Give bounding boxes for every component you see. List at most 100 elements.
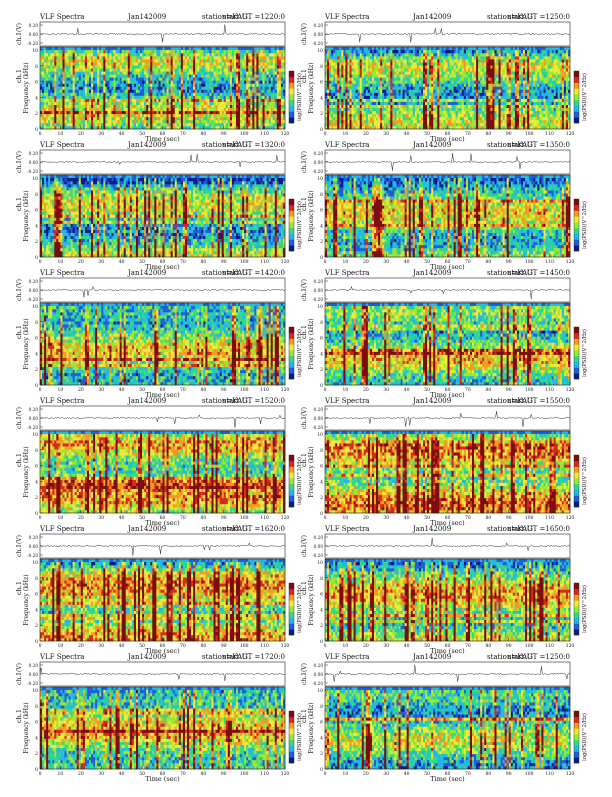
spectrogram-cell — [413, 111, 415, 114]
spectrogram-cell — [124, 102, 126, 105]
spectrogram-cell — [42, 74, 44, 77]
spectrogram-cell — [130, 96, 132, 99]
spectrogram-cell — [62, 105, 64, 108]
spectrogram-cell — [443, 108, 445, 111]
spectrogram-cell — [122, 93, 124, 96]
spectrogram-cell — [441, 86, 443, 89]
spectrogram-cell — [271, 77, 273, 80]
spectrogram-cell — [437, 59, 439, 62]
spectrogram-cell — [111, 50, 113, 53]
spectrogram-cell — [392, 96, 394, 99]
spectrogram-cell — [173, 96, 175, 99]
spectrogram-cell — [148, 50, 150, 53]
spectrogram-cell — [370, 56, 372, 59]
spectrogram-cell — [101, 65, 103, 68]
spectrogram-cell — [441, 68, 443, 71]
spectrogram-cell — [46, 83, 48, 86]
spectrogram-cell — [50, 83, 52, 86]
spectrogram-cell — [209, 74, 211, 77]
spectrogram-cell — [273, 105, 275, 108]
spectrogram-cell — [394, 90, 396, 93]
spectrogram-cell — [62, 96, 64, 99]
spectrogram-cell — [220, 99, 222, 102]
spectrogram-cell — [407, 65, 409, 68]
spectrogram-cell — [105, 74, 107, 77]
spectrogram-cell — [114, 102, 116, 105]
spectrogram-cell — [203, 117, 205, 120]
spectrogram-cell — [417, 114, 419, 117]
spectrogram-cell — [140, 74, 142, 77]
spectrogram-cell — [429, 105, 431, 108]
spectrogram-cell — [228, 114, 230, 117]
spectrogram-cell — [175, 83, 177, 86]
spectrogram-cell — [71, 80, 73, 83]
spectrogram-cell — [415, 108, 417, 111]
spectrogram-cell — [339, 56, 341, 59]
spectrogram-cell — [246, 99, 248, 102]
spectrogram-cell — [46, 93, 48, 96]
spectrogram-cell — [209, 65, 211, 68]
spectrogram-cell — [350, 99, 352, 102]
spectrogram-cell — [146, 56, 148, 59]
spectrogram-cell — [331, 93, 333, 96]
spectrogram-cell — [267, 62, 269, 65]
spectrogram-cell — [356, 86, 358, 89]
spectrogram-cell — [124, 114, 126, 117]
spectrogram-cell — [207, 59, 209, 62]
spectrogram-cell — [183, 114, 185, 117]
spectrogram-cell — [167, 86, 169, 89]
spectrogram-cell — [65, 96, 67, 99]
spectrogram-cell — [337, 71, 339, 74]
spectrogram-cell — [392, 74, 394, 77]
spectrogram-cell — [240, 90, 242, 93]
spectrogram-cell — [335, 50, 337, 53]
spectrogram-cell — [120, 74, 122, 77]
spectrogram-cell — [101, 117, 103, 120]
spectrogram-cell — [265, 68, 267, 71]
spectrogram-cell — [160, 80, 162, 83]
spectrogram-cell — [246, 108, 248, 111]
spectrogram-noise-cell — [254, 47, 256, 50]
spectrogram-cell — [396, 111, 398, 114]
spectrogram-cell — [83, 96, 85, 99]
spectrogram-cell — [345, 62, 347, 65]
spectrogram-cell — [220, 83, 222, 86]
spectrogram-cell — [189, 77, 191, 80]
spectrogram-cell — [171, 93, 173, 96]
spectrogram-cell — [197, 120, 199, 123]
spectrogram-cell — [388, 74, 390, 77]
spectrogram-cell — [195, 56, 197, 59]
spectrogram-cell — [73, 80, 75, 83]
spectrogram-cell — [212, 117, 214, 120]
spectrogram-cell — [77, 105, 79, 108]
spectrogram-cell — [423, 62, 425, 65]
spectrogram-cell — [220, 80, 222, 83]
spectrogram-cell — [423, 56, 425, 59]
spectrogram-cell — [279, 102, 281, 105]
spectrogram-cell — [411, 74, 413, 77]
spectrogram-cell — [150, 56, 152, 59]
spectrogram-cell — [146, 93, 148, 96]
spectrogram-cell — [212, 102, 214, 105]
spectrogram-noise-cell — [265, 47, 267, 50]
spectrogram-cell — [222, 65, 224, 68]
spectrogram-cell — [234, 90, 236, 93]
spectrogram-cell — [234, 96, 236, 99]
spectrogram-cell — [114, 59, 116, 62]
spectrogram-cell — [401, 53, 403, 56]
spectrogram-cell — [242, 111, 244, 114]
spectrogram-cell — [99, 56, 101, 59]
spectrogram-cell — [448, 74, 450, 77]
spectrogram-cell — [248, 83, 250, 86]
spectrogram-cell — [269, 74, 271, 77]
spectrogram-cell — [423, 80, 425, 83]
spectrogram-cell — [339, 59, 341, 62]
spectrogram-cell — [437, 102, 439, 105]
spectrogram-cell — [181, 105, 183, 108]
spectrogram-cell — [390, 62, 392, 65]
spectrogram-cell — [265, 99, 267, 102]
spectrogram-cell — [126, 53, 128, 56]
spectrogram-cell — [205, 114, 207, 117]
spectrogram-cell — [450, 105, 452, 108]
spectrogram-cell — [431, 77, 433, 80]
